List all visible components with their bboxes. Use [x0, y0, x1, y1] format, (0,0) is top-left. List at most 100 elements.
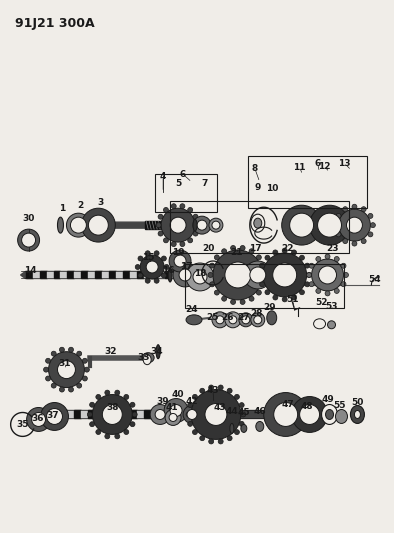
Polygon shape [151, 271, 158, 278]
Ellipse shape [336, 409, 348, 423]
Text: 44: 44 [225, 407, 238, 416]
Ellipse shape [368, 232, 373, 237]
Ellipse shape [225, 312, 241, 328]
Ellipse shape [58, 361, 75, 378]
Ellipse shape [338, 209, 370, 241]
Polygon shape [33, 271, 39, 278]
Ellipse shape [210, 282, 215, 287]
Ellipse shape [44, 367, 48, 372]
Ellipse shape [195, 223, 200, 228]
Polygon shape [116, 271, 123, 278]
Ellipse shape [188, 402, 193, 408]
Text: 9: 9 [255, 183, 261, 192]
Ellipse shape [343, 239, 348, 244]
Ellipse shape [205, 403, 227, 425]
Ellipse shape [143, 354, 151, 365]
Ellipse shape [305, 263, 310, 268]
Ellipse shape [18, 229, 39, 251]
Ellipse shape [256, 422, 264, 431]
Ellipse shape [282, 205, 322, 245]
Polygon shape [221, 271, 228, 278]
Ellipse shape [188, 422, 193, 426]
Ellipse shape [135, 264, 140, 270]
Ellipse shape [214, 255, 219, 260]
Ellipse shape [180, 204, 185, 209]
Ellipse shape [299, 255, 305, 260]
Ellipse shape [67, 213, 90, 237]
Polygon shape [46, 271, 54, 278]
Ellipse shape [273, 295, 278, 300]
Ellipse shape [229, 316, 237, 324]
Polygon shape [165, 410, 172, 418]
Ellipse shape [314, 319, 325, 329]
Ellipse shape [77, 383, 82, 388]
Ellipse shape [192, 430, 197, 434]
Text: 16: 16 [162, 266, 175, 276]
Text: 34: 34 [151, 347, 164, 356]
Ellipse shape [200, 388, 205, 393]
Text: 47: 47 [281, 400, 294, 409]
Text: 31: 31 [58, 359, 71, 368]
Ellipse shape [273, 263, 297, 287]
Polygon shape [74, 410, 82, 418]
Text: 42: 42 [186, 397, 198, 406]
Text: 25: 25 [207, 313, 219, 322]
Ellipse shape [240, 246, 245, 251]
Ellipse shape [169, 414, 177, 422]
Ellipse shape [209, 439, 214, 444]
Ellipse shape [292, 250, 297, 255]
Bar [170, 201, 349, 253]
Ellipse shape [249, 296, 254, 301]
Ellipse shape [193, 214, 198, 219]
Polygon shape [228, 271, 235, 278]
Ellipse shape [88, 215, 108, 235]
Text: 7: 7 [202, 179, 208, 188]
Polygon shape [179, 271, 186, 278]
Polygon shape [82, 410, 88, 418]
Ellipse shape [343, 207, 348, 212]
Ellipse shape [230, 423, 234, 433]
Ellipse shape [46, 376, 50, 381]
Ellipse shape [213, 250, 263, 300]
Text: 19: 19 [172, 247, 184, 256]
Polygon shape [137, 271, 144, 278]
Ellipse shape [318, 213, 342, 237]
Ellipse shape [154, 251, 159, 256]
Ellipse shape [209, 385, 214, 390]
Ellipse shape [267, 311, 277, 325]
Text: 21: 21 [230, 247, 243, 256]
Ellipse shape [155, 409, 165, 419]
Ellipse shape [130, 422, 135, 427]
Polygon shape [200, 271, 207, 278]
Polygon shape [186, 410, 193, 418]
Ellipse shape [290, 213, 314, 237]
Polygon shape [193, 271, 200, 278]
Ellipse shape [333, 223, 338, 228]
Ellipse shape [322, 405, 338, 424]
Ellipse shape [212, 221, 220, 229]
Ellipse shape [260, 282, 265, 287]
Ellipse shape [334, 256, 339, 262]
Ellipse shape [59, 387, 64, 392]
Text: 54: 54 [368, 276, 381, 285]
Text: 29: 29 [264, 303, 276, 312]
Ellipse shape [164, 207, 169, 213]
Ellipse shape [170, 405, 182, 416]
Text: 6: 6 [314, 159, 321, 168]
Ellipse shape [244, 261, 272, 289]
Ellipse shape [240, 300, 245, 304]
Text: 91J21 300A: 91J21 300A [15, 17, 94, 30]
Ellipse shape [239, 422, 244, 426]
Ellipse shape [325, 254, 330, 259]
Ellipse shape [124, 430, 129, 434]
Ellipse shape [27, 408, 50, 431]
Bar [155, 174, 217, 212]
Ellipse shape [156, 345, 160, 359]
Ellipse shape [234, 430, 240, 434]
Ellipse shape [256, 255, 261, 260]
Ellipse shape [264, 392, 308, 437]
Ellipse shape [225, 262, 251, 288]
Text: 17: 17 [249, 244, 262, 253]
Polygon shape [137, 410, 144, 418]
Ellipse shape [162, 256, 166, 261]
